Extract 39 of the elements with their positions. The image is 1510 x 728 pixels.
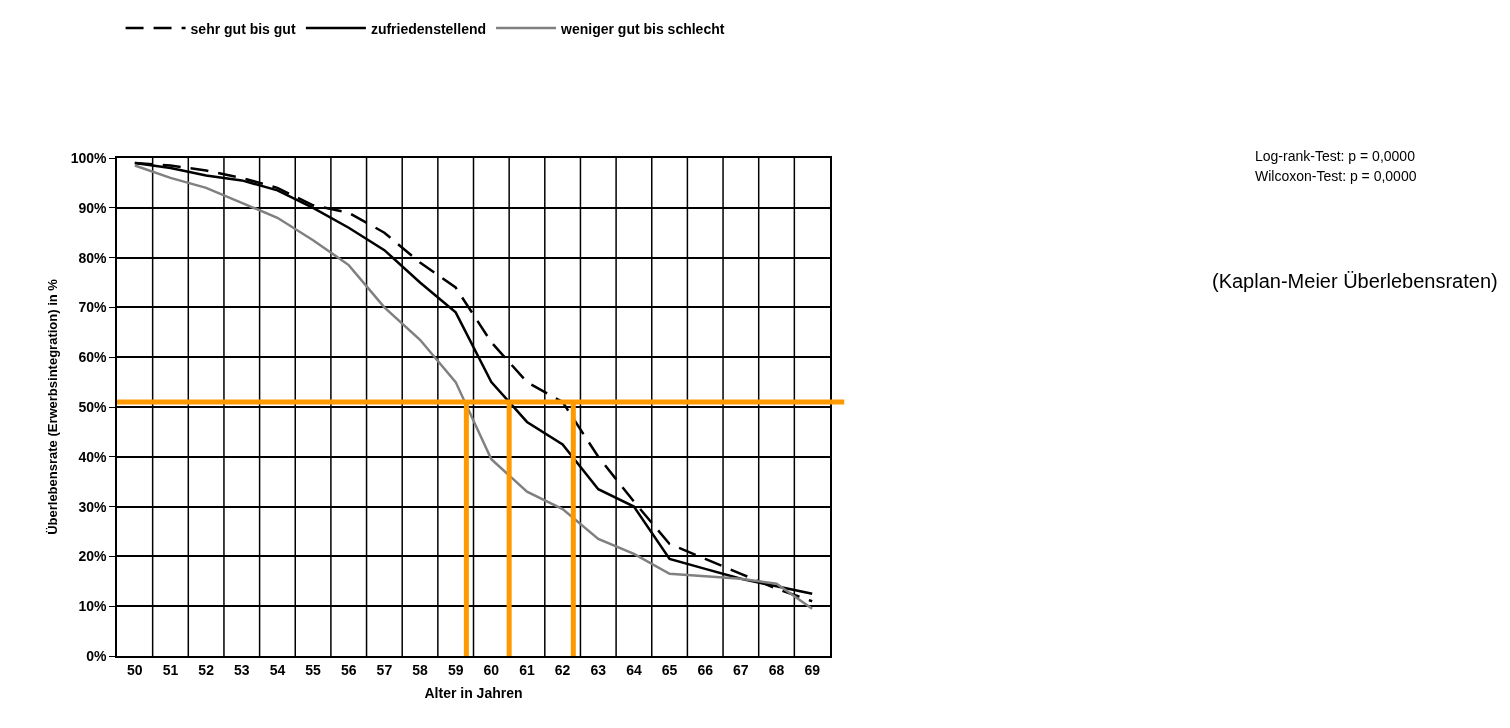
- x-tick-label: 62: [554, 661, 571, 678]
- x-tick-label: 51: [162, 661, 179, 678]
- legend-label: zufriedenstellend: [370, 20, 487, 37]
- x-tick-label: 52: [198, 661, 215, 678]
- x-tick-label: 66: [697, 661, 714, 678]
- x-tick-label: 54: [269, 661, 286, 678]
- x-tick-label: 55: [305, 661, 322, 678]
- x-tick-label: 63: [590, 661, 607, 678]
- y-tick-label: 50%: [78, 398, 107, 415]
- x-axis-title: Alter in Jahren: [424, 685, 523, 702]
- y-tick-label: 40%: [78, 448, 107, 465]
- y-tick-label: 80%: [78, 249, 107, 266]
- x-tick-label: 56: [340, 661, 357, 678]
- x-tick-label: 60: [483, 661, 500, 678]
- y-tick-label: 10%: [78, 598, 107, 615]
- text: Wilcoxon-Test: p = 0,0000: [1255, 168, 1417, 184]
- y-tick-label: 100%: [70, 149, 107, 166]
- x-tick-label: 58: [412, 661, 429, 678]
- legend-label: weniger gut bis schlecht: [560, 20, 725, 37]
- text: Log-rank-Test: p = 0,0000: [1255, 148, 1416, 164]
- text: (Kaplan-Meier Überlebensraten): [1212, 270, 1498, 292]
- y-axis-title: Überlebensrate (Erwerbsintegration) in %: [45, 278, 61, 535]
- x-tick-label: 50: [127, 661, 143, 678]
- x-tick-label: 59: [447, 661, 464, 678]
- y-tick-label: 60%: [78, 349, 107, 366]
- x-tick-label: 57: [376, 661, 393, 678]
- y-tick-label: 90%: [78, 199, 107, 216]
- x-tick-label: 61: [519, 661, 535, 678]
- y-tick-label: 20%: [78, 548, 107, 565]
- y-tick-label: 70%: [78, 299, 107, 316]
- x-tick-label: 68: [768, 661, 785, 678]
- x-tick-label: 53: [233, 661, 250, 678]
- x-tick-label: 64: [626, 661, 642, 678]
- x-tick-label: 69: [804, 661, 821, 678]
- legend-label: sehr gut bis gut: [190, 20, 296, 37]
- y-tick-label: 0%: [86, 647, 107, 664]
- x-tick-label: 67: [733, 661, 749, 678]
- y-tick-label: 30%: [78, 498, 107, 515]
- x-tick-label: 65: [661, 661, 678, 678]
